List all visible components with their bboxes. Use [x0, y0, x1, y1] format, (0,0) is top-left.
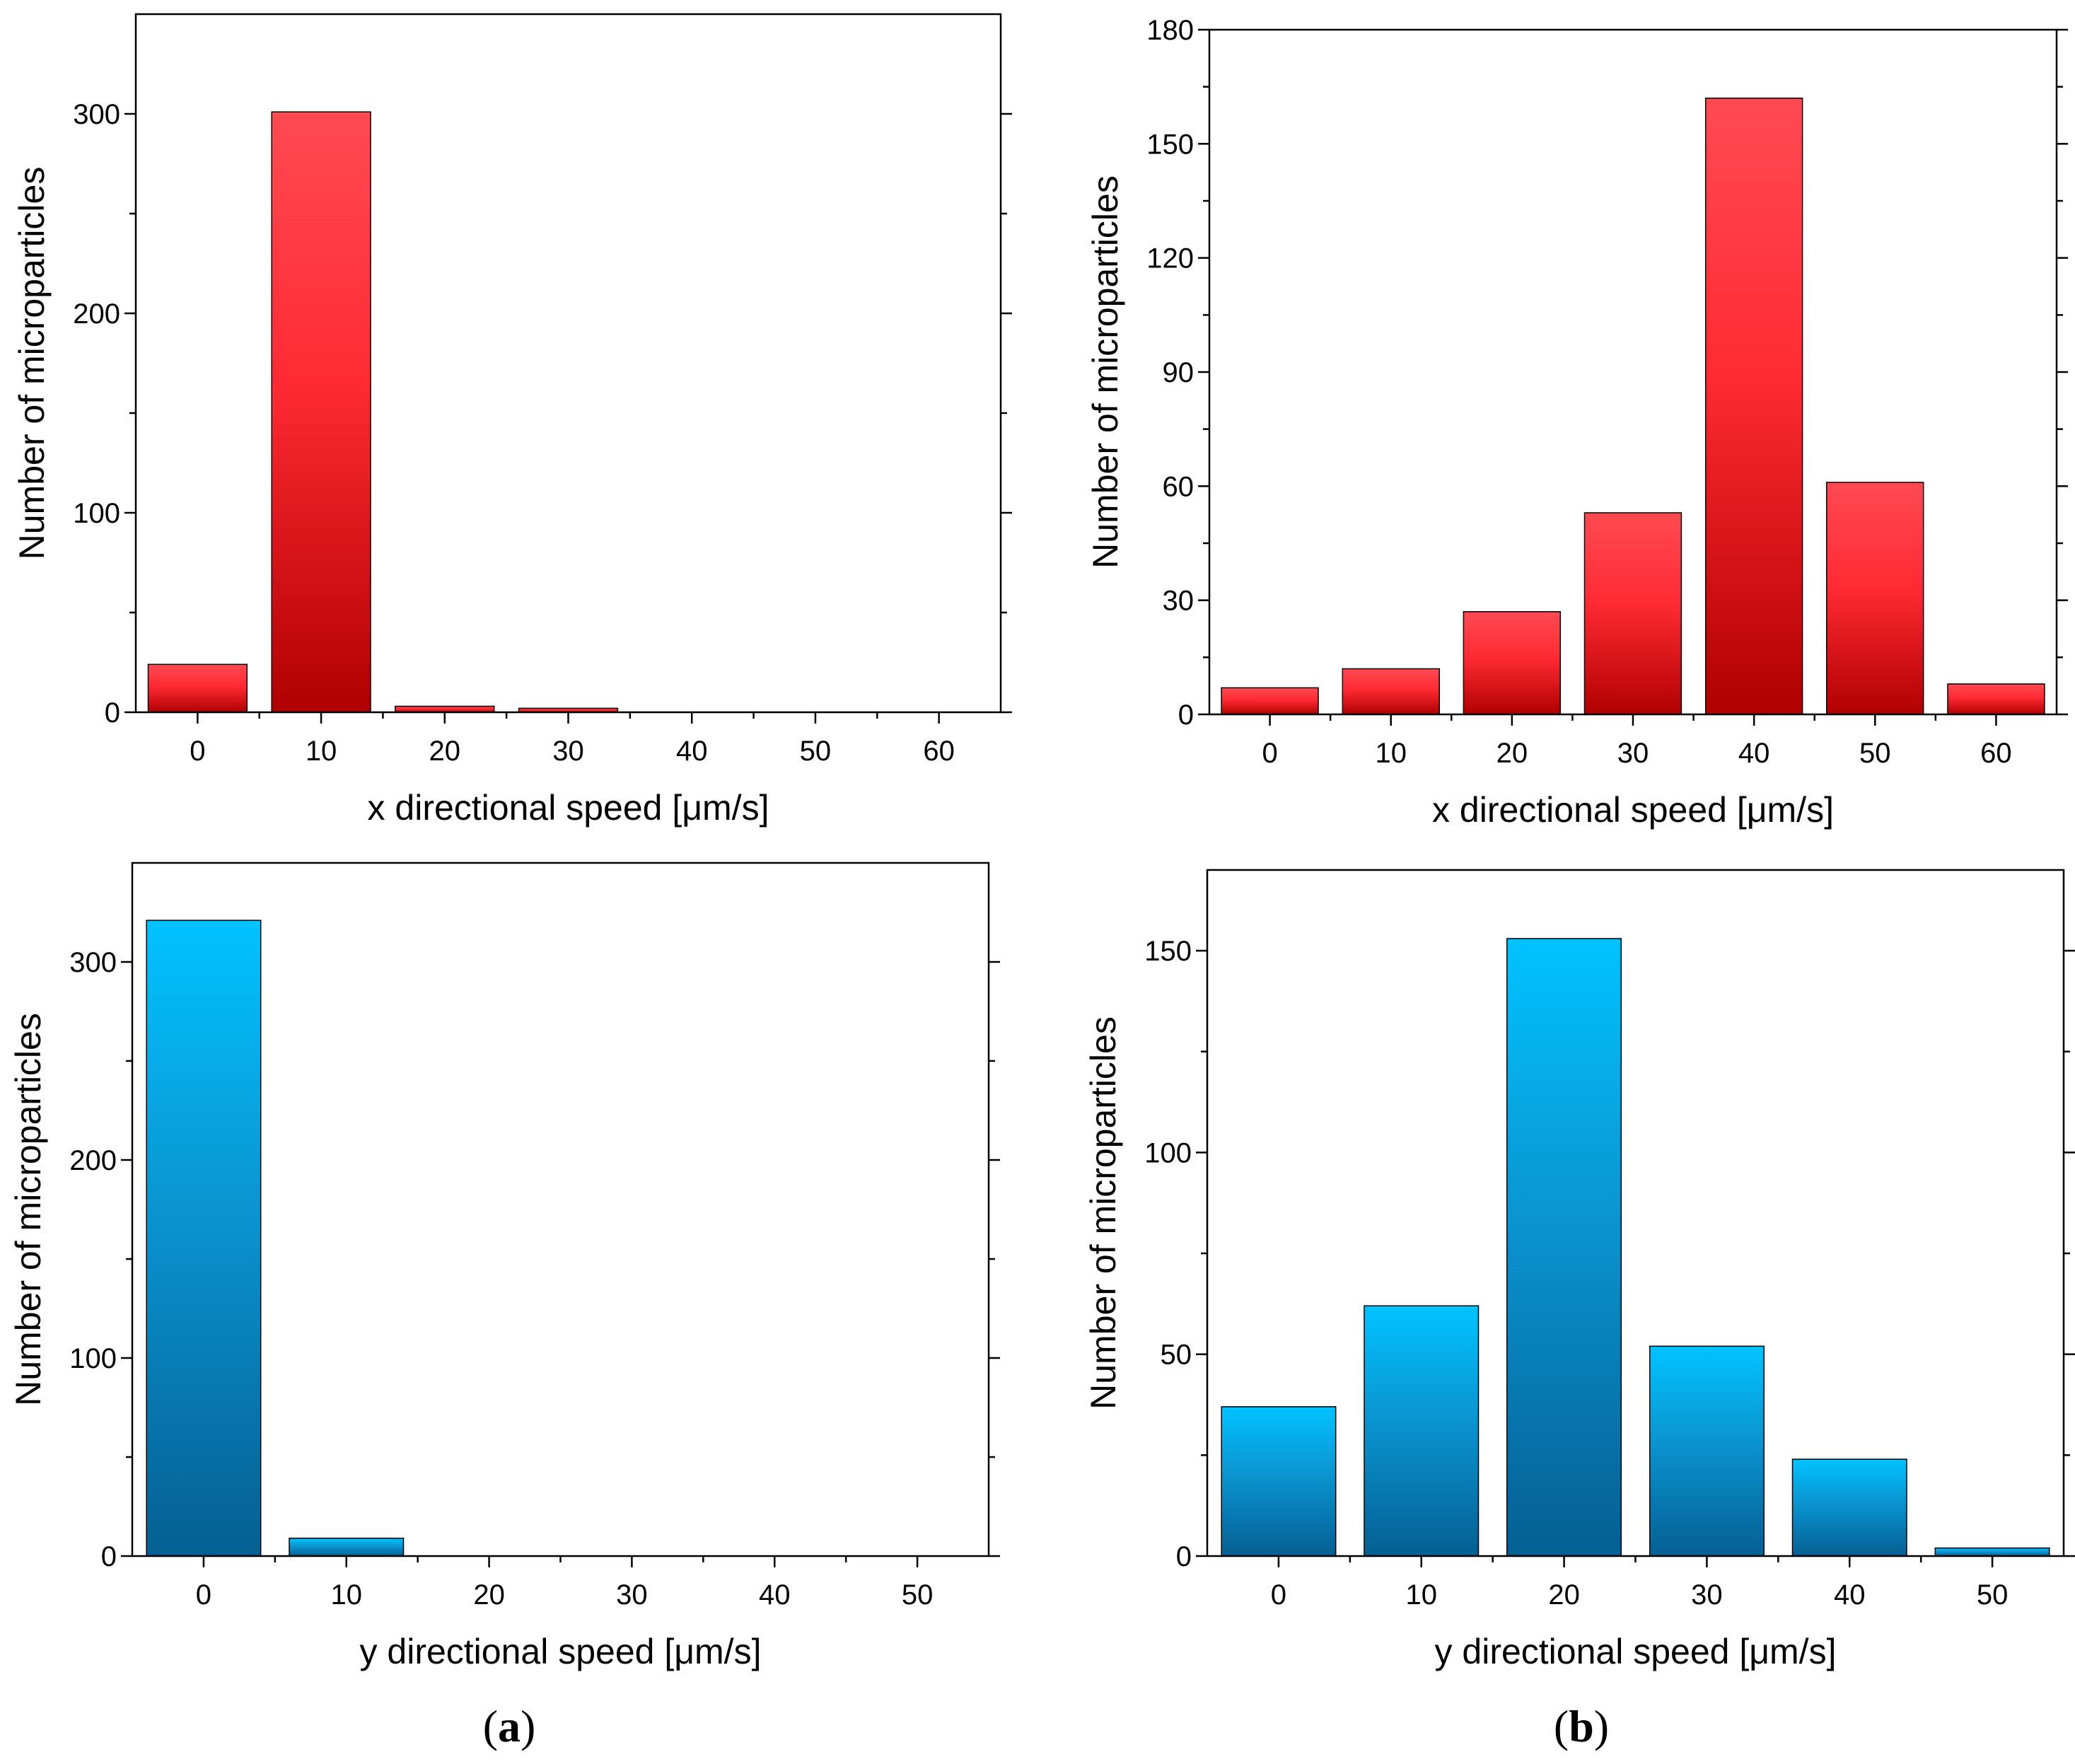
y-tick-label-top-right-150: 150	[1146, 129, 1194, 160]
x-tick-label-bottom-right-50: 50	[1977, 1579, 2009, 1611]
y-axis-title-top-left: Number of microparticles	[12, 167, 52, 560]
x-tick-label-top-right-40: 40	[1738, 738, 1770, 769]
x-tick-label-bottom-left-10: 10	[331, 1579, 363, 1611]
x-tick-label-top-left-20: 20	[429, 736, 461, 767]
chart-bottom-left: 0 100 200 300 0 10 20 30 40 50 y directional speed…	[8, 861, 1000, 1671]
y-axis-title-bottom-right: Number of microparticles	[1083, 1016, 1123, 1410]
x-tick-label-top-left-40: 40	[676, 736, 708, 767]
y-tick-label-top-right-0: 0	[1178, 700, 1194, 731]
y-axis-title-bottom-left: Number of microparticles	[8, 1013, 48, 1406]
chart-bottom-right: 0 50 100 150 0 10 20 30 40 50 y directional speed …	[1083, 869, 2075, 1671]
y-tick-label-bottom-left-100: 100	[69, 1343, 117, 1374]
y-tick-label-top-left-100: 100	[73, 498, 120, 529]
x-tick-label-top-right-20: 20	[1496, 738, 1528, 769]
bar-top-right-30	[1583, 512, 1682, 715]
bar-top-right-0	[1221, 687, 1319, 715]
y-tick-label-bottom-right-0: 0	[1176, 1541, 1192, 1572]
panel-label-a: (a)	[483, 1701, 536, 1751]
x-tick-label-top-left-30: 30	[552, 736, 584, 767]
bar-bottom-right-50	[1934, 1547, 2050, 1557]
bar-top-right-10	[1342, 668, 1440, 715]
bar-bottom-left-10	[289, 1538, 405, 1557]
x-axis-title-top-left: x directional speed [μm/s]	[368, 788, 769, 828]
x-tick-label-bottom-left-40: 40	[759, 1579, 791, 1611]
x-tick-label-top-right-60: 60	[1980, 738, 2012, 769]
y-tick-label-bottom-right-100: 100	[1144, 1137, 1192, 1168]
bar-top-left-10	[271, 111, 371, 713]
y-tick-label-top-right-60: 60	[1163, 471, 1195, 502]
panel-label-b: (b)	[1554, 1701, 1609, 1751]
bar-top-left-0	[147, 663, 248, 713]
bar-top-left-20	[395, 705, 495, 713]
y-tick-label-top-right-30: 30	[1163, 586, 1195, 617]
x-tick-label-top-right-50: 50	[1859, 738, 1891, 769]
y-tick-label-top-left-200: 200	[73, 298, 120, 330]
y-tick-label-bottom-left-200: 200	[69, 1145, 117, 1176]
y-tick-label-top-left-300: 300	[73, 99, 120, 130]
y-tick-label-top-right-180: 180	[1146, 15, 1194, 46]
y-tick-label-top-right-90: 90	[1163, 357, 1195, 388]
y-tick-label-top-right-120: 120	[1146, 243, 1194, 274]
x-tick-label-top-right-30: 30	[1617, 738, 1649, 769]
x-axis-title-bottom-left: y directional speed [μm/s]	[360, 1632, 762, 1671]
x-tick-label-top-right-10: 10	[1375, 738, 1407, 769]
x-tick-label-bottom-right-40: 40	[1834, 1579, 1866, 1611]
x-tick-label-bottom-left-0: 0	[196, 1579, 211, 1611]
bar-bottom-right-20	[1506, 938, 1622, 1557]
bar-bottom-left-0	[146, 919, 262, 1557]
x-tick-label-bottom-right-30: 30	[1691, 1579, 1723, 1611]
x-axis-title-top-right: x directional speed [μm/s]	[1432, 790, 1834, 830]
bar-bottom-right-0	[1221, 1406, 1337, 1557]
bar-bottom-right-10	[1364, 1305, 1480, 1557]
plot-frame-top-left	[134, 13, 1002, 714]
x-tick-label-bottom-right-10: 10	[1406, 1579, 1438, 1611]
y-tick-label-bottom-left-0: 0	[101, 1541, 117, 1572]
x-tick-label-bottom-left-30: 30	[616, 1579, 648, 1611]
y-tick-label-top-left-0: 0	[105, 697, 120, 729]
y-tick-label-bottom-right-50: 50	[1161, 1340, 1192, 1371]
chart-top-right: 0 30 60 90 120 150 180 0 10 20 30 40 50 60 x direction…	[1086, 15, 2068, 830]
x-tick-label-bottom-left-50: 50	[902, 1579, 934, 1611]
bar-top-right-50	[1826, 482, 1924, 715]
bar-top-right-40	[1704, 98, 1803, 715]
chart-top-left: 0 100 200 300 0 10 20 30 40 50 60 x directional spe…	[12, 13, 1012, 828]
bar-top-right-60	[1947, 683, 2045, 715]
x-tick-label-bottom-right-0: 0	[1271, 1579, 1286, 1611]
x-axis-title-bottom-right: y directional speed [μm/s]	[1435, 1632, 1837, 1671]
y-tick-label-bottom-right-150: 150	[1144, 936, 1192, 967]
x-tick-label-top-left-50: 50	[800, 736, 832, 767]
y-axis-title-top-right: Number of microparticles	[1086, 175, 1125, 569]
x-tick-label-top-right-0: 0	[1262, 738, 1277, 769]
x-tick-label-top-left-10: 10	[306, 736, 337, 767]
x-tick-label-bottom-left-20: 20	[473, 1579, 505, 1611]
bar-top-right-20	[1463, 611, 1562, 715]
y-tick-label-bottom-left-300: 300	[69, 947, 117, 978]
bar-bottom-right-30	[1649, 1345, 1765, 1557]
x-tick-label-bottom-right-20: 20	[1548, 1579, 1580, 1611]
x-tick-label-top-left-60: 60	[923, 736, 955, 767]
bar-bottom-right-40	[1791, 1458, 1907, 1557]
x-tick-label-top-left-0: 0	[190, 736, 205, 767]
